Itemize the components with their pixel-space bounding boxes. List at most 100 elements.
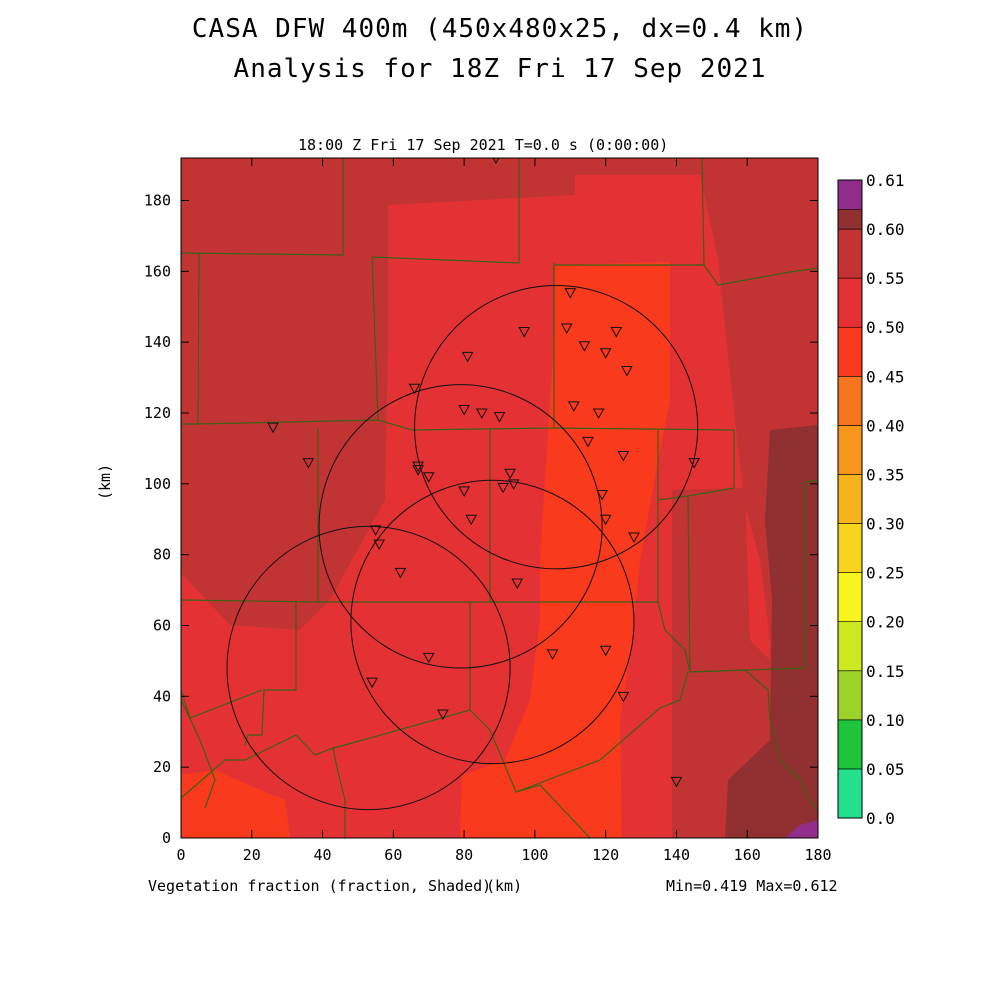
station-marker <box>373 539 386 551</box>
radar-range-ring <box>350 479 635 765</box>
x-tick-label: 120 <box>592 846 619 864</box>
colorbar-segment <box>837 277 863 328</box>
y-tick-label: 180 <box>144 192 171 210</box>
colorbar-label: 0.15 <box>866 662 905 681</box>
x-tick-label: 60 <box>384 846 402 864</box>
station-marker <box>688 458 700 469</box>
chart-title: CASA DFW 400m (450x480x25, dx=0.4 km) <box>191 14 809 44</box>
y-tick-label: 100 <box>144 475 171 493</box>
station-marker <box>458 486 470 497</box>
x-tick-label: 160 <box>734 846 761 864</box>
x-tick-label: 0 <box>176 846 185 864</box>
x-tick-label: 40 <box>314 846 332 864</box>
station-marker <box>504 468 516 480</box>
station-marker <box>511 578 524 590</box>
station-marker <box>394 567 407 579</box>
station-marker <box>578 341 591 352</box>
station-marker <box>546 649 559 660</box>
colorbar-segment <box>837 228 863 279</box>
colorbar-segment <box>837 376 863 426</box>
field-zone-max <box>725 425 818 838</box>
colorbar-label: 0.20 <box>866 613 905 632</box>
colorbar-label: 0.55 <box>866 269 905 288</box>
station-marker <box>458 404 470 416</box>
county-boundaries <box>181 158 818 838</box>
x-tick-label: 20 <box>243 846 261 864</box>
plot-frame <box>180 157 819 839</box>
station-marker <box>437 709 449 721</box>
station-marker <box>617 451 630 462</box>
y-tick-label: 140 <box>144 333 171 351</box>
station-marker <box>493 412 506 423</box>
vegetation-field <box>181 158 818 838</box>
colorbar-label: 0.40 <box>866 416 905 435</box>
radar-range-rings <box>226 285 699 811</box>
min-max-label: Min=0.419 Max=0.612 <box>666 877 838 895</box>
station-marker <box>461 351 474 363</box>
station-marker <box>596 489 608 501</box>
colorbar-label: 0.0 <box>866 809 895 828</box>
y-tick-label: 120 <box>144 404 171 422</box>
colorbar-segment <box>837 572 863 622</box>
station-marker <box>507 479 520 490</box>
station-marker <box>599 348 612 359</box>
station-marker <box>670 776 683 788</box>
colorbar-segment <box>837 670 863 721</box>
station-marker <box>465 514 478 526</box>
y-tick-label: 160 <box>144 262 171 280</box>
colorbar-label: 0.50 <box>866 318 905 337</box>
station-marker <box>412 461 424 473</box>
colorbar-frame <box>837 179 863 819</box>
colorbar-segment <box>837 768 863 819</box>
station-marker <box>302 458 315 469</box>
station-marker <box>422 472 435 483</box>
x-tick-label: 80 <box>455 846 473 864</box>
station-marker <box>267 422 279 434</box>
y-tick-label: 80 <box>153 546 171 564</box>
station-marker <box>592 408 605 420</box>
station-marker <box>567 401 580 412</box>
station-marker <box>582 436 594 448</box>
colorbar-segment <box>837 326 863 377</box>
station-marker <box>497 482 509 494</box>
valid-time-label: 18:00 Z Fri 17 Sep 2021 T=0.0 s (0:00:00… <box>298 136 669 154</box>
variable-label: Vegetation fraction (fraction, Shaded) <box>148 877 492 895</box>
station-marker <box>369 525 382 536</box>
radar-range-ring <box>318 384 603 669</box>
station-marker <box>366 677 378 689</box>
x-tick-label: 100 <box>521 846 548 864</box>
radar-range-ring <box>414 285 699 570</box>
station-marker <box>599 514 612 526</box>
colorbar-segment <box>837 621 863 672</box>
colorbar-label: 0.25 <box>866 564 905 583</box>
y-tick-label: 0 <box>162 829 171 847</box>
station-marker <box>408 383 421 395</box>
x-tick-label: 140 <box>663 846 690 864</box>
x-tick-label: 180 <box>804 846 831 864</box>
station-marker <box>518 327 531 338</box>
station-marker <box>617 691 630 703</box>
station-marker <box>599 645 612 657</box>
x-axis-unit: (km) <box>486 877 523 895</box>
colorbar-segment <box>837 425 863 475</box>
station-marker <box>628 532 640 543</box>
colorbar: 0.0 0.05 0.10 0.15 0.20 0.25 0.30 0.35 0.40 0.45 0… <box>837 171 905 828</box>
colorbar-label: 0.60 <box>866 220 905 239</box>
station-markers <box>267 158 700 788</box>
field-zone-low-southwest <box>181 770 290 838</box>
station-marker <box>560 323 573 335</box>
station-marker <box>422 652 435 664</box>
field-zone-low-east <box>460 262 670 838</box>
station-marker <box>475 408 488 420</box>
station-marker <box>564 288 577 299</box>
field-zone-high-east <box>672 488 772 838</box>
colorbar-label: 0.05 <box>866 760 905 779</box>
station-marker <box>412 465 424 476</box>
colorbar-segment-top <box>837 179 863 210</box>
station-marker <box>621 366 633 377</box>
y-tick-label: 20 <box>153 758 171 776</box>
colorbar-segment <box>837 719 863 770</box>
chart-subtitle: Analysis for 18Z Fri 17 Sep 2021 <box>233 54 767 84</box>
colorbar-segment <box>837 523 863 573</box>
